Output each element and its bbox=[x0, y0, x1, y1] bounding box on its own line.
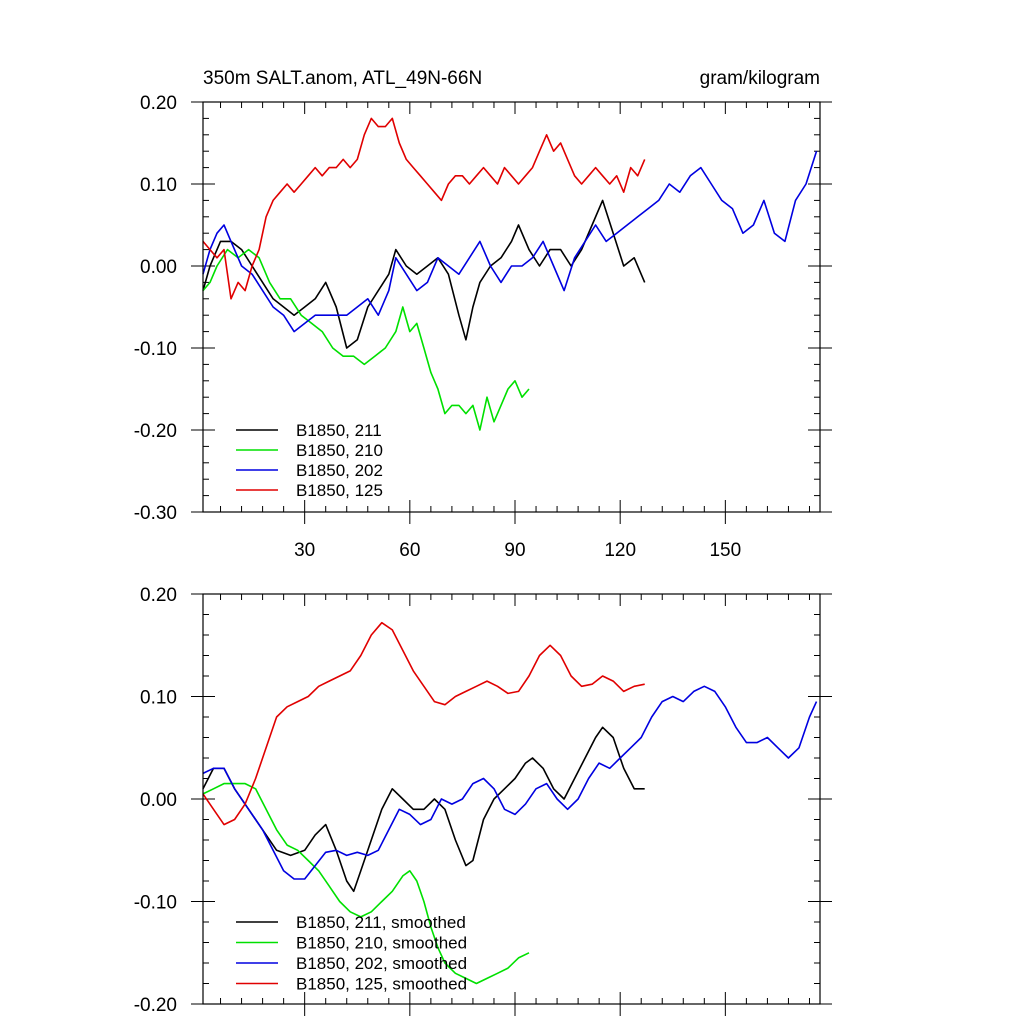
legend-label: B1850, 210 bbox=[296, 441, 383, 460]
series-line-2 bbox=[202, 685, 818, 880]
y-tick-label: 0.10 bbox=[140, 175, 177, 196]
legend-label: B1850, 211 bbox=[296, 421, 382, 440]
y-tick-label: 0.00 bbox=[140, 257, 177, 278]
plot-frame bbox=[202, 101, 821, 513]
y-tick-label: -0.30 bbox=[134, 503, 177, 524]
x-tick-label: 150 bbox=[709, 540, 741, 561]
y-tick-label: -0.20 bbox=[134, 995, 177, 1016]
bottom-panel: 0.20 0.10 0.00 -0.10 -0.20 B1850, 211, smoot… bbox=[134, 585, 832, 1016]
series-line-3 bbox=[202, 621, 645, 826]
y-tick-label: -0.20 bbox=[134, 421, 177, 442]
series-lines bbox=[202, 117, 818, 431]
y-tick-label: 0.00 bbox=[140, 790, 177, 811]
legend-label: B1850, 125, smoothed bbox=[296, 975, 467, 994]
x-tick-label: 60 bbox=[399, 540, 420, 561]
axes-ticks: 30 60 90 120 150 0.20 0.10 0.00 -0.10 -0.20 -0.30 bbox=[134, 93, 832, 561]
series-line-2 bbox=[202, 150, 818, 333]
y-tick-label: -0.10 bbox=[134, 339, 177, 360]
legend-label: B1850, 210, smoothed bbox=[296, 934, 467, 953]
x-tick-label: 90 bbox=[504, 540, 525, 561]
x-tick-label: 30 bbox=[294, 540, 315, 561]
y-tick-label: 0.20 bbox=[140, 93, 177, 114]
y-tick-label: 0.10 bbox=[140, 688, 177, 709]
plot-frame bbox=[202, 593, 821, 1005]
series-line-0 bbox=[202, 199, 646, 349]
series-lines bbox=[202, 621, 818, 985]
series-line-0 bbox=[202, 726, 645, 893]
series-line-1 bbox=[202, 248, 530, 431]
y-tick-label: 0.20 bbox=[140, 585, 177, 606]
top-panel: 350m SALT.anom, ATL_49N-66N gram/kilogra… bbox=[134, 68, 832, 561]
legend-label: B1850, 125 bbox=[296, 481, 383, 500]
series-line-1 bbox=[202, 782, 530, 985]
chart-title: 350m SALT.anom, ATL_49N-66N bbox=[203, 68, 482, 89]
legend-label: B1850, 202, smoothed bbox=[296, 954, 467, 973]
series-line-3 bbox=[202, 117, 646, 300]
legend: B1850, 211, smoothed B1850, 210, smoothed… bbox=[236, 913, 467, 994]
x-tick-label: 120 bbox=[604, 540, 636, 561]
axes-ticks: 0.20 0.10 0.00 -0.10 -0.20 bbox=[134, 585, 832, 1016]
units-label: gram/kilogram bbox=[700, 68, 820, 89]
legend-label: B1850, 202 bbox=[296, 461, 383, 480]
y-tick-label: -0.10 bbox=[134, 893, 177, 914]
legend-label: B1850, 211, smoothed bbox=[296, 913, 466, 932]
